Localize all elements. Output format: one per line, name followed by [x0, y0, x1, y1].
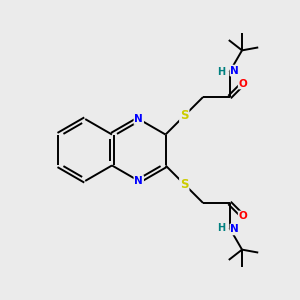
Text: S: S — [180, 109, 188, 122]
Text: O: O — [239, 212, 248, 221]
Text: N: N — [230, 66, 239, 76]
Text: H: H — [217, 223, 225, 233]
Text: N: N — [134, 114, 143, 124]
Text: H: H — [217, 67, 225, 77]
Text: N: N — [230, 224, 239, 234]
Text: O: O — [239, 79, 248, 88]
Text: S: S — [180, 178, 188, 191]
Text: N: N — [134, 176, 143, 186]
